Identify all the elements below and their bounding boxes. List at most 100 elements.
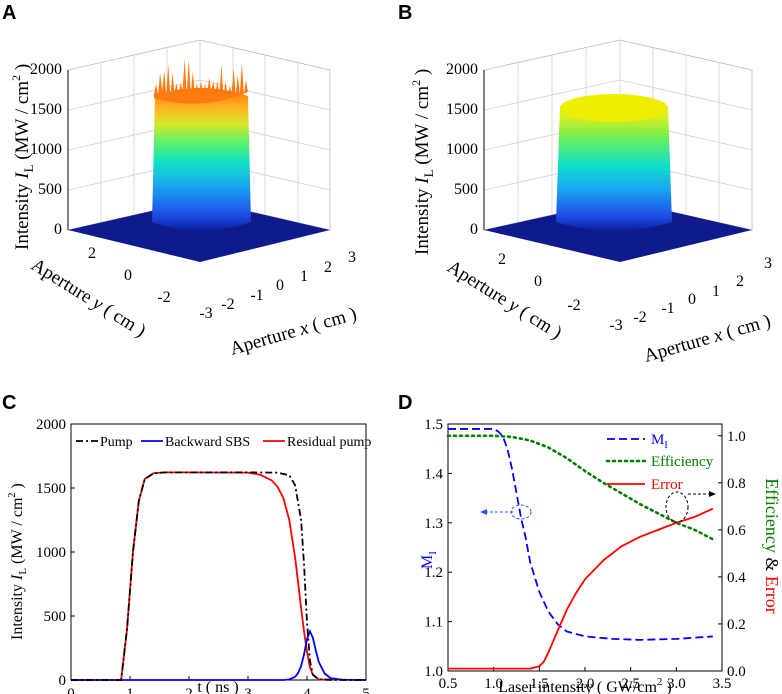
y-left-tick-label: 1.2 bbox=[424, 565, 443, 581]
panel-c-y-label: Intensity IL (MW / cm2 ) bbox=[7, 483, 29, 640]
x-tick-label: 2 bbox=[324, 259, 332, 276]
y-tick-label: 0 bbox=[59, 673, 67, 689]
x-tick-label: 3 bbox=[348, 249, 356, 266]
panel-d-left-y-label: MI bbox=[419, 551, 439, 569]
x-tick-label: 1.5 bbox=[530, 676, 549, 692]
panel-c-letter: C bbox=[2, 392, 17, 414]
z-tick-label: 1500 bbox=[30, 101, 62, 118]
panel-d-dual-axis-chart: 0.5 1.0 1.5 2.0 2.5 3.0 3.51.01.11.21.31.41.50… bbox=[419, 417, 782, 694]
x-tick-label: -1 bbox=[250, 287, 263, 304]
series-line-pump bbox=[71, 471, 366, 681]
panel-a-z-label: Intensity IL (MW / cm2 ) bbox=[9, 64, 36, 250]
z-tick-label: 0 bbox=[470, 221, 478, 238]
panel-b-z-ticks: 0 500 1000 1500 2000 bbox=[446, 61, 478, 238]
z-tick-label: 0 bbox=[54, 221, 62, 238]
legend-label: Efficiency bbox=[651, 454, 714, 470]
z-tick-label: 2000 bbox=[446, 61, 478, 78]
panel-c-x-label: t ( ns ) bbox=[197, 679, 238, 694]
series-line-error bbox=[448, 507, 714, 670]
x-tick-label: 4 bbox=[303, 686, 311, 694]
y-right-tick-label: 0.2 bbox=[727, 617, 746, 633]
panel-a-surface-plot: 0 500 1000 1500 2000 2 0 -2 -3 -2 -1 0 1… bbox=[9, 39, 360, 360]
series-line-m bbox=[448, 428, 713, 641]
y-left-tick-label: 1.4 bbox=[424, 466, 443, 482]
x-tick-label: -1 bbox=[661, 300, 674, 317]
x-tick-label: 3 bbox=[244, 686, 252, 694]
panel-b-floor bbox=[484, 200, 752, 262]
z-tick-label: 500 bbox=[38, 181, 62, 198]
x-tick-label: 0 bbox=[67, 686, 75, 694]
panel-d-annotations bbox=[480, 491, 716, 523]
panel-a-x-axis-label: Aperture x ( cm ) bbox=[228, 304, 360, 360]
y-tick-label: 2000 bbox=[36, 417, 66, 433]
legend-label: Residual pump bbox=[287, 435, 371, 450]
panel-b-y-ticks: 2 0 -2 bbox=[498, 251, 581, 314]
panel-d-right-y-label: Efficiency & Error bbox=[762, 478, 782, 614]
z-tick-label: 1500 bbox=[446, 101, 478, 118]
legend-label: MI bbox=[651, 432, 668, 451]
z-tick-label: 2000 bbox=[30, 61, 62, 78]
panel-c-line-chart: 0 1 2 3 4 5 0 500 1000 1500 2000 Pump Backward SBS R… bbox=[7, 417, 371, 694]
x-tick-label: 0 bbox=[688, 291, 696, 308]
x-tick-label: -2 bbox=[633, 309, 646, 326]
x-tick-label: 0.5 bbox=[439, 676, 458, 692]
panel-a-y-ticks: 2 0 -2 bbox=[88, 245, 171, 306]
y-right-tick-label: 0.6 bbox=[727, 523, 746, 539]
panel-b-x-ticks: -3 -2 -1 0 1 2 3 bbox=[609, 255, 772, 334]
x-tick-label: -3 bbox=[609, 317, 622, 334]
x-tick-label: 3.5 bbox=[713, 676, 732, 692]
panel-a-letter: A bbox=[2, 2, 17, 24]
panel-c-plot-frame bbox=[70, 423, 367, 681]
y-right-tick-label: 0.0 bbox=[727, 664, 746, 680]
series-line-residual-pump bbox=[71, 471, 367, 681]
x-tick-label: 0 bbox=[276, 277, 284, 294]
panel-b-surface-plot: 0 500 1000 1500 2000 2 0 -2 -3 -2 -1 0 1… bbox=[409, 39, 774, 367]
series-line-backward-sbs bbox=[71, 629, 367, 681]
y-tick-label: 1000 bbox=[36, 545, 66, 561]
x-tick-label: 1.0 bbox=[484, 676, 503, 692]
y-tick-label: -2 bbox=[157, 289, 170, 306]
y-right-tick-label: 0.8 bbox=[727, 476, 746, 492]
x-tick-label: -2 bbox=[221, 296, 234, 313]
panel-a-z-ticks: 0 500 1000 1500 2000 bbox=[30, 61, 62, 238]
y-tick-label: 2 bbox=[88, 245, 96, 262]
x-tick-label: -3 bbox=[199, 305, 212, 322]
panel-b-beam-body bbox=[556, 98, 672, 231]
y-right-tick-label: 0.4 bbox=[727, 570, 746, 586]
y-tick-label: 500 bbox=[44, 609, 67, 625]
y-left-tick-label: 1.1 bbox=[424, 615, 443, 631]
y-tick-label: 2 bbox=[498, 251, 506, 268]
panel-b-z-label: Intensity IL (MW / cm2 ) bbox=[409, 69, 436, 255]
x-tick-label: 2.5 bbox=[621, 676, 640, 692]
legend-label: Pump bbox=[100, 435, 133, 450]
x-tick-label: 2.0 bbox=[576, 676, 595, 692]
y-tick-label: 1500 bbox=[36, 481, 66, 497]
x-tick-label: 2 bbox=[185, 686, 193, 694]
x-tick-label: 1 bbox=[300, 268, 308, 285]
legend-label: Error bbox=[651, 477, 683, 493]
panel-b-flat-top bbox=[560, 94, 668, 122]
y-tick-label: 0 bbox=[534, 273, 542, 290]
x-tick-label: 5 bbox=[362, 686, 370, 694]
x-tick-label: 1 bbox=[712, 283, 720, 300]
panel-b-x-axis-label: Aperture x ( cm ) bbox=[642, 311, 774, 367]
arrow-left-icon bbox=[480, 509, 487, 515]
z-tick-label: 1000 bbox=[30, 141, 62, 158]
panel-d-x-label: Laser intensity ( GW/cm2 ) bbox=[498, 676, 671, 694]
y-tick-label: -2 bbox=[567, 297, 580, 314]
series-line-efficiency bbox=[446, 434, 715, 541]
arrow-right-icon bbox=[709, 491, 716, 497]
panel-d-letter: D bbox=[398, 392, 413, 414]
y-left-tick-label: 1.3 bbox=[424, 516, 443, 532]
x-tick-label: 1 bbox=[126, 686, 134, 694]
z-tick-label: 1000 bbox=[446, 141, 478, 158]
y-tick-label: 0 bbox=[124, 267, 132, 284]
panel-a-floor bbox=[68, 200, 330, 262]
y-left-tick-label: 1.5 bbox=[424, 417, 443, 433]
annotation-ellipse-efficiency-error bbox=[665, 491, 689, 523]
x-tick-label: 3.0 bbox=[667, 676, 686, 692]
panel-a-beam-body bbox=[152, 88, 251, 231]
panel-a-x-ticks: -3 -2 -1 0 1 2 3 bbox=[199, 249, 356, 322]
x-tick-label: 3 bbox=[764, 255, 772, 272]
